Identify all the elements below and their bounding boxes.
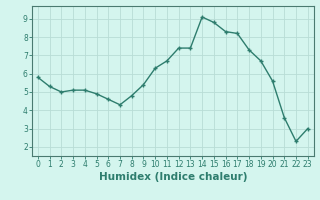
X-axis label: Humidex (Indice chaleur): Humidex (Indice chaleur) (99, 172, 247, 182)
